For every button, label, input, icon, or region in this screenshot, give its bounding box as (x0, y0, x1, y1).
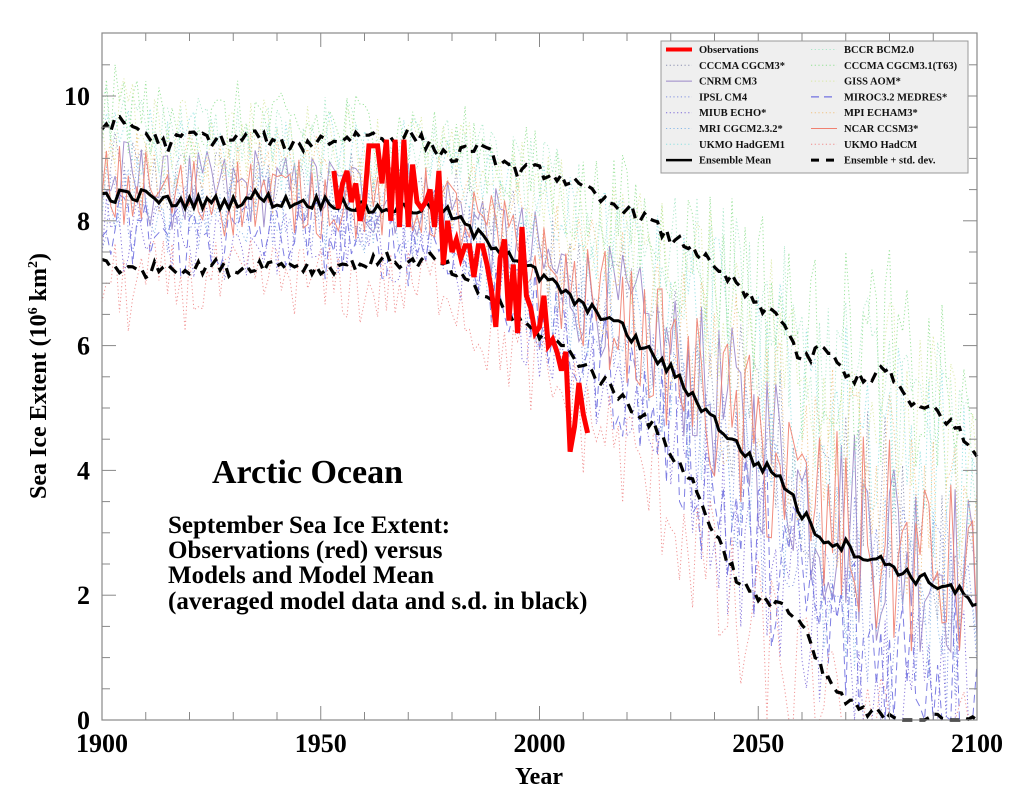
y-tick-label: 8 (77, 207, 90, 236)
x-axis-title: Year (515, 764, 563, 790)
legend-label: Ensemble + std. dev. (844, 156, 936, 167)
legend-item: GISS AOM* (811, 77, 901, 88)
legend-label: CCCMA CGCM3* (699, 61, 785, 72)
observations-layer (331, 139, 591, 453)
y-tick-label: 0 (77, 706, 90, 735)
subtitle-line-3: Models and Model Mean (168, 562, 434, 589)
legend-item: CCCMA CGCM3* (666, 61, 785, 72)
legend-item: MPI ECHAM3* (811, 108, 918, 119)
model-series-miroc3-2-medres (101, 194, 978, 721)
legend-item: UKMO HadCM (811, 140, 917, 151)
legend-box (660, 40, 969, 174)
legend-label: MIUB ECHO* (699, 108, 766, 119)
x-tick-label: 2050 (732, 729, 784, 758)
legend-label: BCCR BCM2.0 (844, 45, 914, 56)
subtitle-line-2: Observations (red) versus (168, 537, 443, 564)
model-series-ukmo-hadcm (101, 239, 977, 721)
legend-label: GISS AOM* (844, 77, 901, 88)
model-series-ipsl-cm4 (101, 168, 978, 719)
y-tick-label: 2 (77, 581, 90, 610)
model-series-cccma-cgcm3-1-t63 (101, 64, 978, 468)
legend-item: CCCMA CGCM3.1(T63) (811, 61, 958, 72)
legend-item: MRI CGCM2.3.2* (666, 124, 783, 135)
legend-label: Observations (699, 45, 759, 56)
legend-label: UKMO HadCM (844, 140, 917, 151)
chart-title: Arctic Ocean (212, 454, 403, 491)
y-axis-title: Sea Ice Extent (106 km2) (26, 253, 52, 499)
observations-line (331, 139, 591, 453)
model-series-cnrm-cm3 (101, 141, 978, 654)
x-tick-label: 2100 (951, 729, 1003, 758)
x-tick-label: 1900 (76, 729, 128, 758)
legend-label: MIROC3.2 MEDRES* (844, 92, 947, 103)
model-series-ukmo-hadgem1 (101, 108, 978, 559)
x-tick-label: 1950 (295, 729, 347, 758)
legend-label: IPSL CM4 (699, 92, 748, 103)
legend-label: CCCMA CGCM3.1(T63) (844, 61, 958, 72)
tick-labels-layer: 1900 1950 2000 2050 2100 0 2 4 6 8 10 (64, 82, 1003, 758)
legend-item: CNRM CM3 (666, 77, 757, 88)
x-tick-label: 2000 (514, 729, 566, 758)
legend-item: Observations (666, 45, 759, 56)
legend-item: MIROC3.2 MEDRES* (811, 92, 947, 103)
legend-item: NCAR CCSM3* (811, 124, 918, 135)
y-tick-label: 4 (77, 456, 90, 485)
chart-subtitle: September Sea Ice Extent: Observations (… (168, 512, 587, 615)
subtitle-line-4: (averaged model data and s.d. in black) (168, 588, 587, 615)
legend-item: Ensemble + std. dev. (811, 156, 936, 167)
model-series-mpi-echam3 (101, 129, 978, 626)
ensemble-upper-sd-line (100, 114, 979, 458)
legend-label: UKMO HadGEM1 (699, 140, 785, 151)
legend-item: BCCR BCM2.0 (811, 45, 914, 56)
legend-item: Ensemble Mean (666, 156, 771, 167)
model-series-bccr-bcm2-0 (101, 86, 978, 516)
legend-label: MRI CGCM2.3.2* (699, 124, 783, 135)
legend-label: NCAR CCSM3* (844, 124, 918, 135)
legend-label: CNRM CM3 (699, 77, 757, 88)
legend-item: MIUB ECHO* (666, 108, 766, 119)
legend-item: IPSL CM4 (666, 92, 748, 103)
model-series-mri-cgcm2-3-2 (101, 159, 978, 680)
legend-label: MPI ECHAM3* (844, 108, 918, 119)
y-tick-label: 10 (64, 82, 90, 111)
legend-label: Ensemble Mean (699, 156, 771, 167)
subtitle-line-1: September Sea Ice Extent: (168, 512, 450, 539)
ensemble-layer (100, 114, 979, 723)
legend: Observations CCCMA CGCM3* CNRM CM3 IPSL CM4… (660, 40, 969, 174)
ensemble-mean-line (101, 187, 978, 608)
legend-item: UKMO HadGEM1 (666, 140, 785, 151)
ensemble-lower-sd-line (101, 248, 978, 723)
y-tick-label: 6 (77, 332, 90, 361)
ticks-layer (101, 33, 978, 721)
